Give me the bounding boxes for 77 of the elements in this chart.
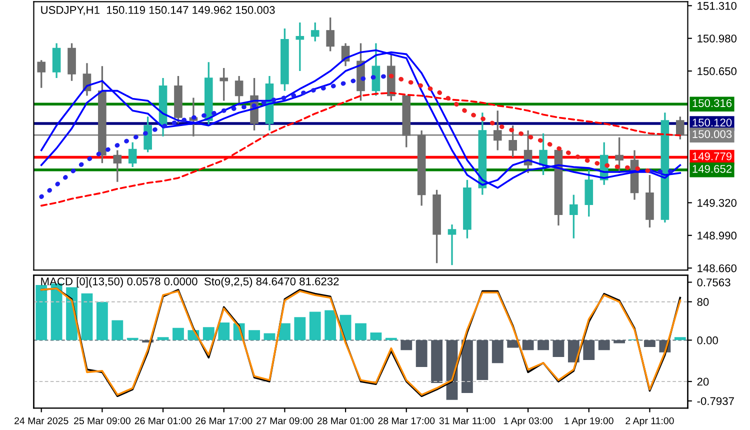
candlestick bbox=[326, 16, 334, 52]
bar bbox=[507, 340, 519, 348]
ref-line-label: 150.003 bbox=[692, 130, 732, 138]
candlestick bbox=[508, 124, 517, 158]
bar bbox=[355, 323, 366, 340]
bar bbox=[522, 340, 534, 350]
y-tick-label: 149.320 bbox=[698, 198, 737, 207]
bar bbox=[248, 330, 260, 340]
candlestick bbox=[615, 136, 624, 174]
bar bbox=[462, 340, 473, 393]
x-tick-label: 31 Mar 11:00 bbox=[439, 417, 496, 424]
bar bbox=[294, 317, 306, 340]
candlestick bbox=[113, 149, 122, 183]
candlestick bbox=[234, 75, 244, 107]
y2-tick-label: 20 bbox=[697, 378, 709, 386]
bar bbox=[644, 340, 656, 348]
bar bbox=[400, 340, 412, 350]
candlestick bbox=[296, 22, 304, 72]
candlestick bbox=[310, 22, 320, 42]
y2-tick-label: 80 bbox=[697, 298, 709, 306]
bar bbox=[202, 327, 214, 340]
bar bbox=[416, 340, 428, 367]
x-tick-label: 25 Mar 09:00 bbox=[74, 417, 130, 424]
bar bbox=[370, 332, 382, 340]
bar bbox=[614, 340, 626, 344]
y-tick-label: 150.980 bbox=[698, 34, 737, 42]
bar bbox=[476, 340, 488, 380]
ref-line-label: 149.779 bbox=[692, 152, 732, 160]
x-tick-label: 24 Mar 2025 bbox=[14, 417, 68, 424]
ref-line-label: 150.120 bbox=[692, 118, 732, 126]
candlestick bbox=[220, 67, 228, 102]
bar bbox=[431, 340, 442, 384]
y-tick-label: 150.650 bbox=[698, 67, 737, 76]
bar bbox=[674, 337, 686, 340]
x-tick-label: 28 Mar 01:00 bbox=[317, 417, 374, 424]
candlestick bbox=[676, 116, 684, 140]
chart-title: USDJPY,H1 150.119 150.147 149.962 150.003 bbox=[41, 6, 275, 16]
bar bbox=[552, 340, 564, 357]
y-tick-label: -0.7937 bbox=[697, 397, 734, 406]
x-tick-label: 2 Apr 11:00 bbox=[626, 417, 674, 426]
x-tick-label: 1 Apr 19:00 bbox=[564, 417, 614, 426]
bar bbox=[264, 333, 276, 340]
bar bbox=[81, 293, 93, 340]
x-tick-label: 28 Mar 17:00 bbox=[378, 417, 435, 424]
y-tick-label: 148.660 bbox=[698, 264, 737, 272]
candlestick bbox=[539, 132, 548, 176]
candlestick bbox=[37, 59, 46, 89]
bar bbox=[112, 320, 124, 340]
y-tick-label: 148.990 bbox=[698, 232, 737, 240]
chart-title: MACD [0](13,50) 0.0578 0.0000 Sto(9,2,5) 84.6470 81.6232 bbox=[41, 277, 339, 288]
candlestick bbox=[52, 42, 61, 79]
candlestick bbox=[448, 224, 456, 266]
y-tick-label: 0.00 bbox=[697, 336, 718, 344]
x-tick-label: 27 Mar 09:00 bbox=[256, 417, 313, 424]
ref-line-label: 149.652 bbox=[692, 164, 732, 173]
bar bbox=[279, 323, 290, 340]
x-tick-label: 1 Apr 03:00 bbox=[504, 417, 553, 426]
bar bbox=[583, 340, 595, 360]
ref-line-label: 150.316 bbox=[692, 99, 732, 108]
y-tick-label: 151.310 bbox=[698, 2, 737, 10]
bar bbox=[157, 337, 169, 340]
candlestick bbox=[570, 194, 578, 240]
y-tick-label: 0.7563 bbox=[697, 278, 730, 286]
bar bbox=[172, 328, 184, 340]
bar bbox=[96, 302, 108, 340]
bar bbox=[324, 310, 336, 340]
bar bbox=[36, 285, 48, 340]
candlestick bbox=[144, 116, 152, 154]
candlestick bbox=[493, 110, 502, 152]
bar bbox=[492, 340, 504, 364]
bar bbox=[309, 312, 321, 340]
candlestick bbox=[128, 141, 137, 168]
bar bbox=[538, 340, 549, 350]
x-tick-label: 26 Mar 01:00 bbox=[134, 417, 192, 424]
bar bbox=[218, 322, 230, 340]
x-tick-label: 26 Mar 17:00 bbox=[196, 417, 252, 424]
bar bbox=[598, 340, 610, 350]
